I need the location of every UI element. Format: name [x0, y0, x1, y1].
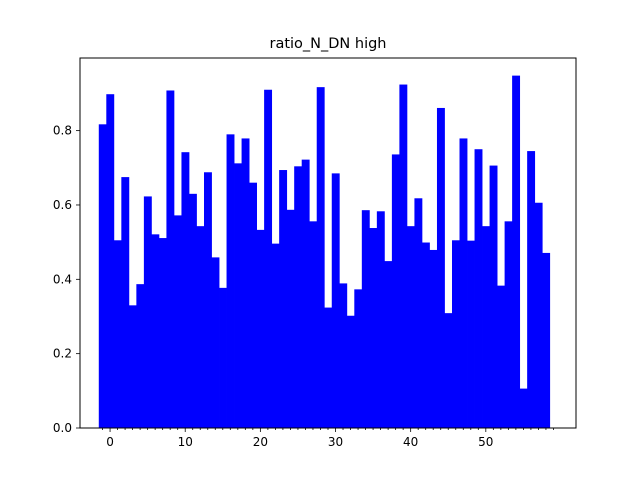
bar: [286, 209, 295, 428]
x-tick-label: 30: [328, 435, 343, 449]
bar: [354, 289, 363, 428]
bar: [173, 215, 182, 428]
y-tick-label: 0.8: [53, 124, 72, 138]
bar: [376, 211, 385, 428]
bar: [128, 305, 137, 428]
bar: [497, 285, 506, 428]
bar: [151, 234, 160, 428]
bar: [391, 154, 400, 428]
bar: [504, 221, 513, 428]
y-axis: 0.0 0.2 0.4 0.6 0.8: [53, 124, 80, 435]
bar: [399, 84, 408, 428]
bar: [459, 138, 468, 428]
bar: [527, 151, 536, 428]
bar: [279, 170, 288, 428]
bar: [188, 193, 197, 428]
x-tick-label: 40: [403, 435, 418, 449]
chart-title: ratio_N_DN high: [269, 36, 386, 52]
bar: [226, 134, 235, 428]
y-tick-label: 0.4: [53, 272, 72, 286]
bar: [256, 229, 265, 428]
bar: [309, 221, 318, 428]
bar: [241, 138, 250, 428]
bar: [414, 198, 423, 428]
x-tick-label: 20: [253, 435, 268, 449]
x-tick-label: 10: [178, 435, 193, 449]
bar: [271, 243, 280, 428]
bar: [249, 182, 258, 428]
bar: [339, 283, 348, 428]
bar: [166, 90, 175, 429]
bar: [234, 163, 242, 428]
y-tick-label: 0.2: [53, 347, 72, 361]
x-axis: 0 10 20 30 40 50: [102, 428, 554, 449]
bar: [429, 249, 438, 428]
bar: [361, 210, 370, 428]
bar: [519, 388, 528, 428]
bar: [467, 240, 475, 428]
bar: [331, 173, 340, 428]
bar: [121, 177, 130, 428]
bar: [512, 75, 521, 428]
bar: [384, 261, 393, 428]
bar: [534, 202, 543, 428]
bar: [136, 284, 145, 428]
bar: [211, 257, 220, 428]
bar: [301, 159, 310, 428]
bar: [482, 226, 490, 428]
bar: [316, 87, 325, 428]
bars-group: [98, 75, 551, 429]
bar: [542, 252, 551, 428]
bar: [158, 238, 167, 428]
bar: [369, 228, 378, 428]
bar: [406, 226, 415, 428]
bar: [113, 240, 122, 428]
bar: [436, 107, 445, 428]
x-tick-label: 50: [478, 435, 493, 449]
bar: [324, 307, 333, 428]
bar: [219, 287, 227, 428]
bar: [98, 124, 107, 428]
bar: [444, 313, 453, 428]
bar: [294, 166, 303, 428]
bar: [421, 242, 430, 428]
bar: [196, 226, 205, 428]
bar: [143, 196, 152, 428]
plot-frame: [79, 57, 577, 429]
bar: [474, 149, 483, 429]
bar: [489, 165, 498, 429]
bar: [204, 172, 212, 428]
bar: [452, 240, 460, 428]
y-tick-label: 0.0: [53, 421, 72, 435]
x-tick-label: 0: [106, 435, 114, 449]
bar: [346, 315, 355, 428]
bar: [264, 89, 273, 429]
bar: [181, 152, 190, 428]
bar: [106, 94, 115, 429]
y-tick-label: 0.6: [53, 198, 72, 212]
